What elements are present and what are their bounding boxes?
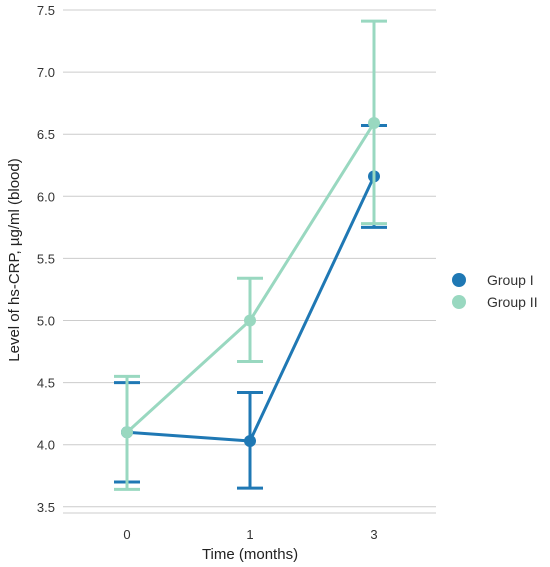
legend: Group I Group II xyxy=(452,272,538,310)
y-axis: 3.5 4.0 4.5 5.0 5.5 6.0 6.5 7.0 7.5 xyxy=(37,3,55,515)
plot-area xyxy=(114,19,387,491)
x-axis-label: Time (months) xyxy=(202,546,298,563)
data-point xyxy=(244,314,256,327)
y-tick-label: 5.0 xyxy=(37,313,55,328)
y-tick-label: 4.5 xyxy=(37,376,55,391)
y-tick-label: 7.5 xyxy=(37,3,55,18)
legend-marker xyxy=(452,295,466,309)
legend-marker xyxy=(452,273,466,287)
x-tick-label: 0 xyxy=(123,527,130,542)
data-point xyxy=(368,117,380,130)
data-point xyxy=(121,426,133,439)
y-tick-label: 5.5 xyxy=(37,251,55,266)
legend-label: Group I xyxy=(487,272,534,288)
x-tick-label: 1 xyxy=(246,527,253,542)
y-tick-label: 6.0 xyxy=(37,189,55,204)
x-tick-label: 3 xyxy=(370,527,377,542)
y-tick-label: 3.5 xyxy=(37,500,55,515)
y-tick-label: 4.0 xyxy=(37,438,55,453)
x-axis: 0 1 3 xyxy=(123,527,377,542)
series-2 xyxy=(114,19,387,491)
legend-label: Group II xyxy=(487,294,538,310)
y-tick-label: 7.0 xyxy=(37,65,55,80)
y-tick-label: 6.5 xyxy=(37,127,55,142)
data-point xyxy=(244,434,256,447)
y-axis-label: Level of hs-CRP, µg/ml (blood) xyxy=(6,158,23,361)
